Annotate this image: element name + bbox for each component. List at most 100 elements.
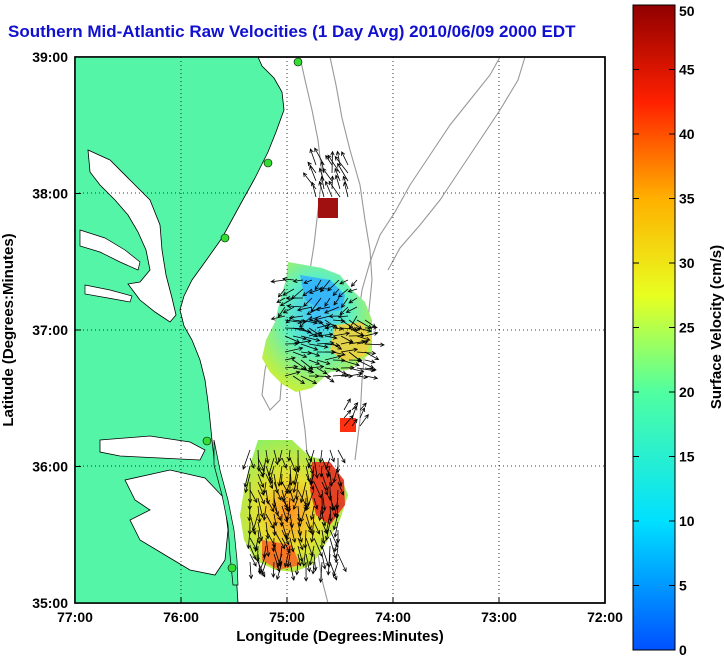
velocity-arrow [321, 489, 327, 512]
velocity-arrow [285, 295, 304, 301]
y-tick-label: 35:00 [32, 595, 68, 611]
velocity-arrow [350, 279, 358, 287]
velocity-arrow [332, 343, 343, 350]
velocity-arrow [340, 347, 359, 353]
colorbar-tick-label: 30 [679, 255, 695, 271]
velocity-arrow [313, 457, 319, 479]
x-tick-label: 75:00 [269, 609, 305, 625]
velocity-arrow [299, 481, 307, 504]
velocity-arrow [332, 561, 339, 578]
velocity-arrow [332, 331, 351, 337]
radar-station-marker [202, 436, 212, 446]
velocity-arrow [287, 473, 293, 494]
velocity-arrow [321, 513, 327, 527]
velocity-arrow [359, 407, 366, 419]
velocity-arrow [262, 481, 267, 495]
velocity-arrow [321, 529, 326, 545]
velocity-arrow [364, 351, 380, 361]
colorbar-tick-label: 40 [679, 126, 695, 142]
velocity-arrow [244, 473, 251, 494]
velocity-arrow [333, 521, 339, 538]
velocity-arrow [292, 497, 299, 511]
velocity-arrow [273, 481, 282, 501]
velocity-arrow [345, 306, 358, 313]
velocity-arrow [343, 398, 351, 411]
velocity-arrow [249, 513, 257, 536]
velocity-arrow [324, 324, 337, 329]
velocity-arrow [281, 481, 289, 494]
velocity-arrow [297, 529, 303, 543]
velocity-arrow [270, 279, 286, 284]
velocity-arrow [281, 529, 290, 546]
velocity-arrow [327, 279, 340, 292]
velocity-arrow [326, 465, 331, 479]
x-tick-label: 77:00 [57, 609, 93, 625]
velocity-arrow [332, 351, 346, 357]
albemarle-sound [99, 435, 206, 461]
colorbar-tick-label: 15 [679, 449, 695, 465]
velocity-arrow [277, 449, 283, 463]
velocity-arrow [359, 413, 369, 427]
velocity-arrow [262, 505, 267, 521]
velocity-arrow [275, 561, 283, 581]
velocity-arrow [321, 481, 329, 496]
velocity-arrow [307, 449, 315, 469]
velocity-arrow [318, 449, 323, 464]
velocity-arrow [288, 315, 304, 320]
velocity-arrow [271, 561, 276, 578]
velocity-arrow [339, 306, 349, 316]
velocity-arrow [248, 561, 254, 580]
velocity-arrow [324, 180, 333, 198]
colorbar-tick-label: 5 [679, 578, 687, 594]
velocity-arrow [334, 174, 341, 190]
velocity-arrow [297, 553, 302, 567]
velocity-arrow [343, 181, 349, 198]
velocity-arrow [332, 513, 339, 531]
velocity-arrow [334, 155, 349, 174]
velocity-arrow [310, 181, 317, 198]
velocity-arrow [300, 375, 318, 384]
velocity-arrow [294, 481, 299, 500]
velocity-arrow [282, 306, 295, 314]
chart-title: Southern Mid-Atlantic Raw Velocities (1 … [8, 22, 576, 41]
velocity-arrow [356, 327, 373, 333]
velocity-arrow [257, 489, 265, 505]
velocity-arrow [324, 375, 335, 383]
y-axis-label: Latitude (Degrees:Minutes) [0, 233, 17, 426]
velocity-arrow [289, 457, 297, 473]
velocity-arrow [301, 545, 307, 567]
velocity-arrow [348, 333, 366, 338]
velocity-arrow [300, 350, 313, 356]
velocity-arrow [306, 306, 322, 315]
velocity-arrow [309, 473, 315, 486]
velocity-arrow [340, 297, 349, 309]
velocity-arrow [329, 537, 337, 559]
y-tick-label: 38:00 [32, 186, 68, 202]
velocity-arrow [294, 561, 300, 576]
velocity-arrow [313, 537, 323, 558]
velocity-arrow [249, 553, 257, 567]
velocity-arrow [308, 364, 325, 370]
velocity-arrow [333, 297, 340, 306]
velocity-arrow [325, 457, 331, 470]
colorbar-tick-label: 0 [679, 642, 687, 658]
velocity-arrow [326, 553, 331, 576]
velocity-arrow [303, 561, 309, 582]
velocity-arrow [289, 561, 296, 581]
velocity-arrow [273, 505, 282, 522]
velocity-arrow [265, 513, 275, 529]
velocity-arrow [318, 505, 323, 522]
velocity-arrow [292, 335, 308, 341]
velocity-arrow [337, 481, 345, 496]
velocity-arrow [351, 405, 358, 419]
velocity-arrow [265, 473, 274, 490]
velocity-arrow [300, 335, 321, 342]
velocity-arrow [311, 561, 316, 575]
velocity-arrow [256, 529, 262, 545]
velocity-arrow [324, 297, 331, 307]
velocity-arrow [320, 160, 325, 174]
velocity-arrow [318, 561, 323, 584]
colorbar-tick-label: 35 [679, 191, 695, 207]
velocity-arrow [314, 279, 322, 291]
